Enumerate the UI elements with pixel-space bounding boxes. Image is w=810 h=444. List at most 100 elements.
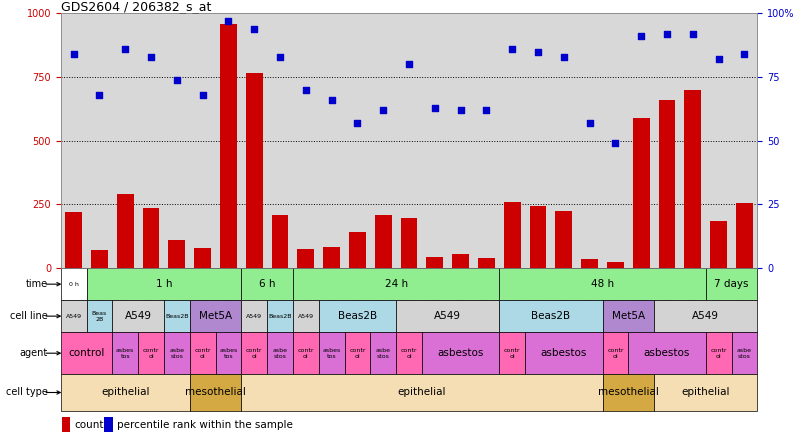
Text: 6 h: 6 h [259, 279, 275, 289]
Text: A549: A549 [693, 311, 719, 321]
Bar [61, 374, 190, 411]
Point [93, 91, 106, 99]
Point [351, 119, 364, 127]
Bar [396, 332, 422, 374]
Bar [168, 240, 185, 268]
Bar [607, 262, 624, 268]
Bar [267, 300, 293, 332]
Bar [370, 332, 396, 374]
Bar [241, 332, 267, 374]
Bar [194, 248, 211, 268]
Bar [62, 417, 70, 432]
Text: 48 h: 48 h [591, 279, 614, 289]
Point [119, 45, 132, 52]
Bar [113, 300, 164, 332]
Bar [375, 214, 391, 268]
Text: asbestos: asbestos [437, 348, 484, 358]
Bar [706, 268, 757, 300]
Bar [731, 332, 757, 374]
Bar [190, 374, 241, 411]
Bar [267, 332, 293, 374]
Point [454, 107, 467, 114]
Text: agent: agent [19, 348, 48, 358]
Bar [504, 202, 521, 268]
Bar [241, 268, 293, 300]
Text: Beas2B: Beas2B [268, 313, 292, 319]
Bar [190, 300, 241, 332]
Bar [297, 249, 314, 268]
Bar [633, 118, 650, 268]
Bar [164, 300, 190, 332]
Text: asbes
tos: asbes tos [116, 348, 134, 359]
Bar [104, 417, 113, 432]
Bar [654, 374, 757, 411]
Text: A549: A549 [246, 313, 262, 319]
Text: A549: A549 [298, 313, 314, 319]
Text: epithelial: epithelial [398, 388, 446, 397]
Text: 0 h: 0 h [69, 281, 79, 287]
Bar [164, 332, 190, 374]
Bar [117, 194, 134, 268]
Bar [241, 300, 267, 332]
Bar [422, 332, 499, 374]
Bar [323, 246, 340, 268]
Bar [91, 250, 108, 268]
Bar [706, 332, 731, 374]
Bar [293, 300, 319, 332]
Bar [293, 268, 499, 300]
Point [480, 107, 493, 114]
Bar [525, 332, 603, 374]
Text: A549: A549 [125, 311, 151, 321]
Point [686, 30, 699, 37]
Text: percentile rank within the sample: percentile rank within the sample [117, 420, 292, 430]
Text: contr
ol: contr ol [710, 348, 727, 359]
Point [531, 48, 544, 55]
Point [144, 53, 157, 60]
Point [196, 91, 209, 99]
Bar [344, 332, 370, 374]
Bar [220, 24, 237, 268]
Point [635, 33, 648, 40]
Bar [499, 300, 603, 332]
Bar [139, 332, 164, 374]
Bar [271, 214, 288, 268]
Bar [530, 206, 547, 268]
Bar [629, 332, 706, 374]
Text: 1 h: 1 h [156, 279, 173, 289]
Text: asbe
stos: asbe stos [376, 348, 390, 359]
Point [222, 17, 235, 24]
Text: asbes
tos: asbes tos [322, 348, 341, 359]
Bar [61, 332, 113, 374]
Point [583, 119, 596, 127]
Text: epithelial: epithelial [681, 388, 730, 397]
Bar [319, 332, 344, 374]
Bar [603, 332, 629, 374]
Bar [396, 300, 499, 332]
Text: 24 h: 24 h [385, 279, 407, 289]
Bar [452, 254, 469, 268]
Text: contr
ol: contr ol [246, 348, 262, 359]
Point [300, 86, 313, 93]
Bar [61, 300, 87, 332]
Bar [499, 332, 525, 374]
Bar [499, 268, 706, 300]
Point [661, 30, 674, 37]
Bar [349, 233, 366, 268]
Text: A549: A549 [434, 311, 461, 321]
Point [170, 76, 183, 83]
Text: contr
ol: contr ol [504, 348, 521, 359]
Text: contr
ol: contr ol [608, 348, 624, 359]
Text: asbe
stos: asbe stos [169, 348, 185, 359]
Point [557, 53, 570, 60]
Bar [87, 268, 241, 300]
Bar [659, 100, 676, 268]
Point [248, 25, 261, 32]
Text: asbestos: asbestos [644, 348, 690, 358]
Point [712, 56, 725, 63]
Text: Met5A: Met5A [612, 311, 645, 321]
Bar [215, 332, 241, 374]
Text: Beas2B: Beas2B [531, 311, 570, 321]
Bar [736, 203, 752, 268]
Text: mesothelial: mesothelial [598, 388, 659, 397]
Bar [684, 90, 701, 268]
